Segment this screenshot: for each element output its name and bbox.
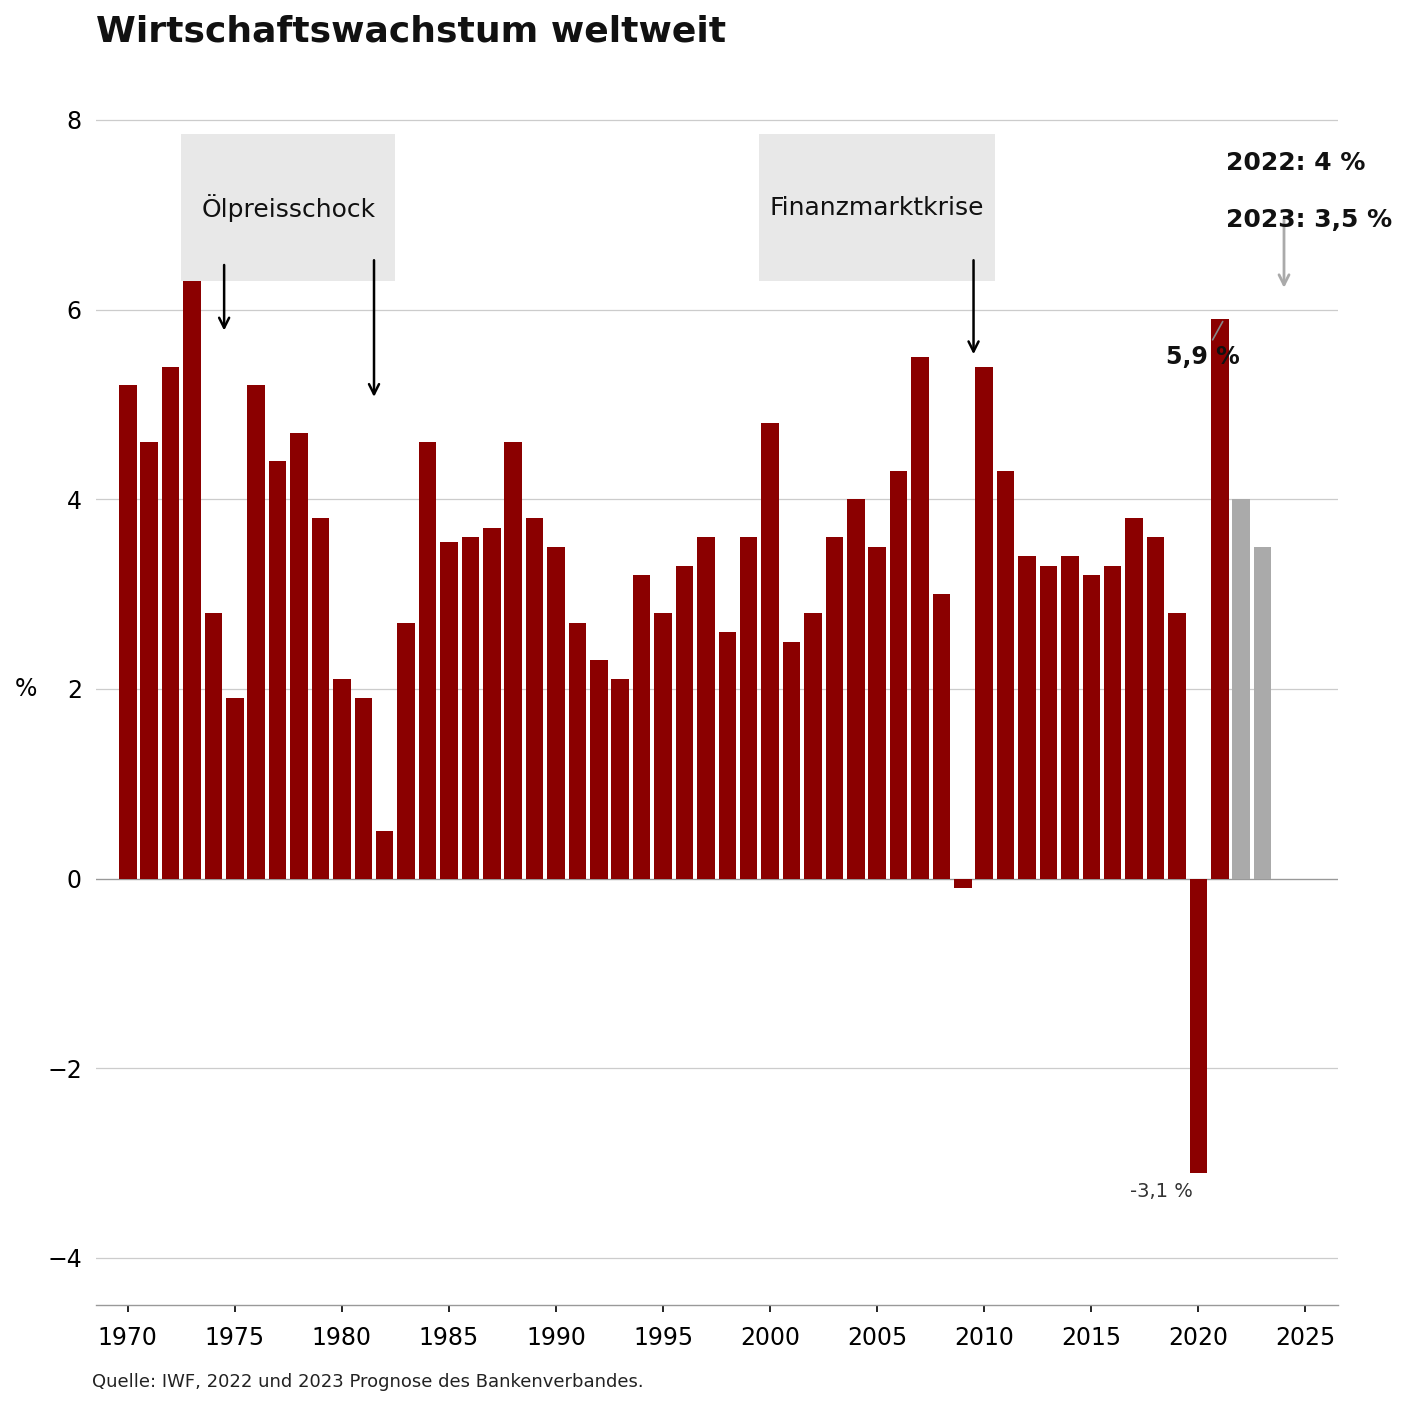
Text: Quelle: IWF, 2022 und 2023 Prognose des Bankenverbandes.: Quelle: IWF, 2022 und 2023 Prognose des … [92,1372,643,1391]
Bar [1190,879,1207,1173]
Bar [290,432,308,879]
Text: 2022: 4 %: 2022: 4 % [1227,151,1366,175]
Bar [204,613,222,879]
Bar [1233,499,1250,879]
Bar [869,546,886,879]
FancyBboxPatch shape [760,134,995,282]
Bar [568,623,586,879]
Bar [612,680,629,879]
Text: Finanzmarktkrise: Finanzmarktkrise [770,196,984,219]
Bar [740,538,757,879]
Text: 2023: 3,5 %: 2023: 3,5 % [1227,208,1393,232]
Bar [183,225,200,879]
Bar [355,698,372,879]
Bar [334,680,351,879]
Bar [268,461,287,879]
Bar [162,367,179,879]
Bar [976,367,993,879]
FancyBboxPatch shape [182,134,395,282]
Bar [782,641,801,879]
Bar [483,528,501,879]
Bar [1082,574,1100,879]
Bar [1061,556,1079,879]
Bar [954,879,971,889]
Bar [676,566,693,879]
Bar [462,538,479,879]
Bar [761,424,780,879]
Bar [1103,566,1122,879]
Text: Wirtschaftswachstum weltweit: Wirtschaftswachstum weltweit [95,16,726,48]
Bar [825,538,843,879]
Bar [846,499,865,879]
Bar [141,442,158,879]
Bar [1126,518,1143,879]
Bar [1169,613,1186,879]
Bar [804,613,822,879]
Bar [591,660,608,879]
Bar [1254,546,1271,879]
Bar [633,574,650,879]
Bar [890,471,907,879]
Bar [997,471,1014,879]
Bar [697,538,714,879]
Bar [312,518,329,879]
Text: -3,1 %: -3,1 % [1130,1182,1193,1202]
Bar [1211,319,1228,879]
Y-axis label: %: % [16,677,37,701]
Bar [1147,538,1164,879]
Bar [1039,566,1058,879]
Bar [376,832,393,879]
Bar [504,442,523,879]
Bar [440,542,457,879]
Bar [398,623,415,879]
Bar [1018,556,1035,879]
Bar [933,594,950,879]
Text: Ölpreisschock: Ölpreisschock [202,193,375,222]
Bar [525,518,544,879]
Text: 5,9 %: 5,9 % [1166,321,1240,370]
Bar [119,385,136,879]
Bar [655,613,672,879]
Bar [247,385,266,879]
Bar [547,546,565,879]
Bar [719,631,736,879]
Bar [226,698,244,879]
Bar [912,357,929,879]
Bar [419,442,436,879]
